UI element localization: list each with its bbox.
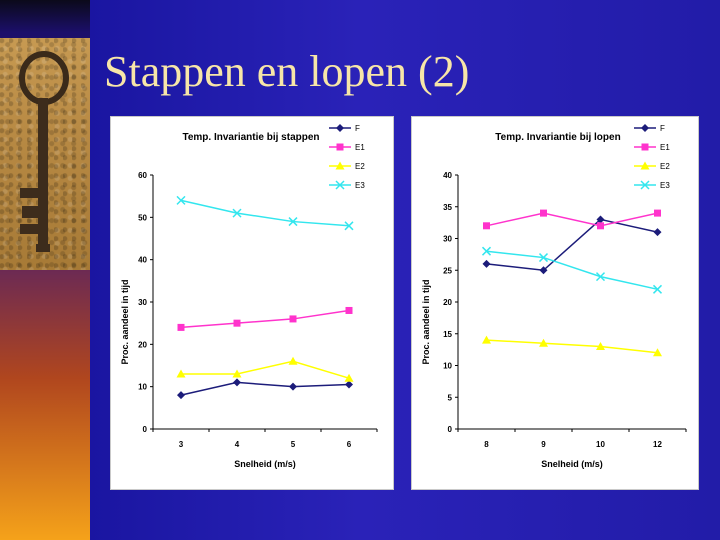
data-point-e2 bbox=[653, 348, 662, 357]
data-point-e3 bbox=[652, 284, 663, 294]
series-line-e3 bbox=[180, 199, 350, 227]
y-tick-label: 0 bbox=[143, 425, 148, 434]
data-point-e2 bbox=[482, 335, 491, 344]
data-point-e3 bbox=[595, 272, 606, 282]
data-point-e3 bbox=[232, 208, 242, 218]
legend-marker-e1 bbox=[641, 143, 649, 151]
x-tick-label: 8 bbox=[484, 440, 489, 449]
series-line-e3 bbox=[486, 250, 658, 291]
legend-label-e2: E2 bbox=[355, 162, 365, 171]
legend-marker-f bbox=[336, 124, 344, 132]
x-tick-label: 9 bbox=[541, 440, 546, 449]
chart-lopen: Temp. Invariantie bij lopen 0 5 10 15 20 25 30 3… bbox=[421, 124, 687, 469]
data-point-e1 bbox=[233, 319, 241, 327]
y-tick-label: 50 bbox=[138, 213, 147, 222]
data-point-f bbox=[177, 391, 185, 400]
data-point-e1 bbox=[483, 222, 490, 230]
data-point-e2 bbox=[176, 369, 186, 378]
legend-label-f: F bbox=[355, 124, 360, 133]
y-tick-label: 20 bbox=[138, 340, 147, 349]
legend-label-e1: E1 bbox=[355, 143, 365, 152]
series-line-f bbox=[486, 218, 658, 272]
data-point-f bbox=[596, 215, 605, 224]
y-tick-label: 20 bbox=[443, 298, 452, 307]
data-point-e2 bbox=[344, 373, 354, 382]
legend-marker-f bbox=[641, 124, 649, 132]
legend-label-e3: E3 bbox=[355, 181, 365, 190]
data-point-f bbox=[482, 259, 491, 268]
chart-panel-lopen: Temp. Invariantie bij lopen 0 5 10 15 20 25 30 3… bbox=[411, 116, 699, 490]
series-line-e2 bbox=[486, 339, 658, 354]
x-tick-label: 6 bbox=[347, 440, 352, 449]
data-point-e3 bbox=[176, 195, 186, 205]
legend-label-e1: E1 bbox=[660, 143, 670, 152]
y-tick-label: 60 bbox=[138, 171, 147, 180]
data-point-e1 bbox=[540, 209, 547, 217]
legend-marker-e2 bbox=[335, 161, 345, 170]
x-tick-label: 3 bbox=[179, 440, 184, 449]
data-point-e3 bbox=[288, 217, 298, 227]
data-point-e2 bbox=[539, 338, 548, 347]
y-tick-label: 10 bbox=[443, 362, 452, 371]
y-tick-label: 30 bbox=[443, 235, 452, 244]
y-tick-label: 25 bbox=[443, 266, 452, 275]
data-point-e1 bbox=[597, 222, 604, 230]
data-point-e3 bbox=[344, 221, 354, 231]
data-point-e1 bbox=[654, 209, 661, 217]
x-axis-label: Snelheid (m/s) bbox=[234, 459, 296, 469]
data-point-e2 bbox=[288, 356, 298, 365]
series-line-e1 bbox=[486, 212, 658, 227]
data-point-e2 bbox=[596, 341, 605, 350]
slide-title: Stappen en lopen (2) bbox=[104, 47, 470, 96]
data-point-e1 bbox=[177, 323, 185, 331]
y-tick-label: 0 bbox=[448, 425, 453, 434]
y-axis-label: Proc. aandeel in tijd bbox=[120, 279, 130, 364]
series-line-e1 bbox=[180, 309, 350, 329]
legend-label-f: F bbox=[660, 124, 665, 133]
data-point-e3 bbox=[538, 253, 549, 263]
y-tick-label: 40 bbox=[138, 256, 147, 265]
legend-marker-e3 bbox=[335, 180, 345, 190]
legend-marker-e1 bbox=[336, 143, 344, 151]
chart-title: Temp. Invariantie bij lopen bbox=[495, 132, 620, 143]
legend-label-e3: E3 bbox=[660, 181, 670, 190]
data-point-e2 bbox=[232, 369, 242, 378]
chart-title: Temp. Invariantie bij stappen bbox=[182, 132, 319, 143]
x-axis-label: Snelheid (m/s) bbox=[541, 459, 603, 469]
x-tick-label: 4 bbox=[235, 440, 240, 449]
legend-marker-e3 bbox=[640, 180, 650, 190]
data-point-f bbox=[345, 380, 353, 389]
x-tick-label: 5 bbox=[291, 440, 296, 449]
data-point-e3 bbox=[481, 246, 492, 256]
x-tick-label: 12 bbox=[653, 440, 662, 449]
key-icon bbox=[19, 51, 69, 252]
y-tick-label: 30 bbox=[138, 298, 147, 307]
y-tick-label: 5 bbox=[448, 393, 453, 402]
data-point-f bbox=[233, 378, 241, 387]
legend-marker-e2 bbox=[640, 161, 650, 170]
data-point-f bbox=[289, 382, 297, 391]
y-tick-label: 15 bbox=[443, 330, 452, 339]
y-tick-label: 40 bbox=[443, 171, 452, 180]
y-tick-label: 10 bbox=[138, 383, 147, 392]
chart-stappen: Temp. Invariantie bij stappen 0 10 20 30 40 50… bbox=[120, 124, 378, 469]
data-point-f bbox=[539, 266, 548, 275]
chart-panel-stappen: Temp. Invariantie bij stappen 0 10 20 30 40 50… bbox=[110, 116, 394, 490]
y-axis-label: Proc. aandeel in tijd bbox=[421, 279, 431, 364]
series-line-f bbox=[180, 381, 350, 396]
legend-label-e2: E2 bbox=[660, 162, 670, 171]
key-photo bbox=[0, 38, 90, 270]
y-tick-label: 35 bbox=[443, 203, 452, 212]
series-line-e2 bbox=[181, 360, 350, 379]
data-point-f bbox=[653, 228, 662, 237]
data-point-e1 bbox=[345, 306, 353, 314]
data-point-e1 bbox=[289, 315, 297, 323]
x-tick-label: 10 bbox=[596, 440, 605, 449]
